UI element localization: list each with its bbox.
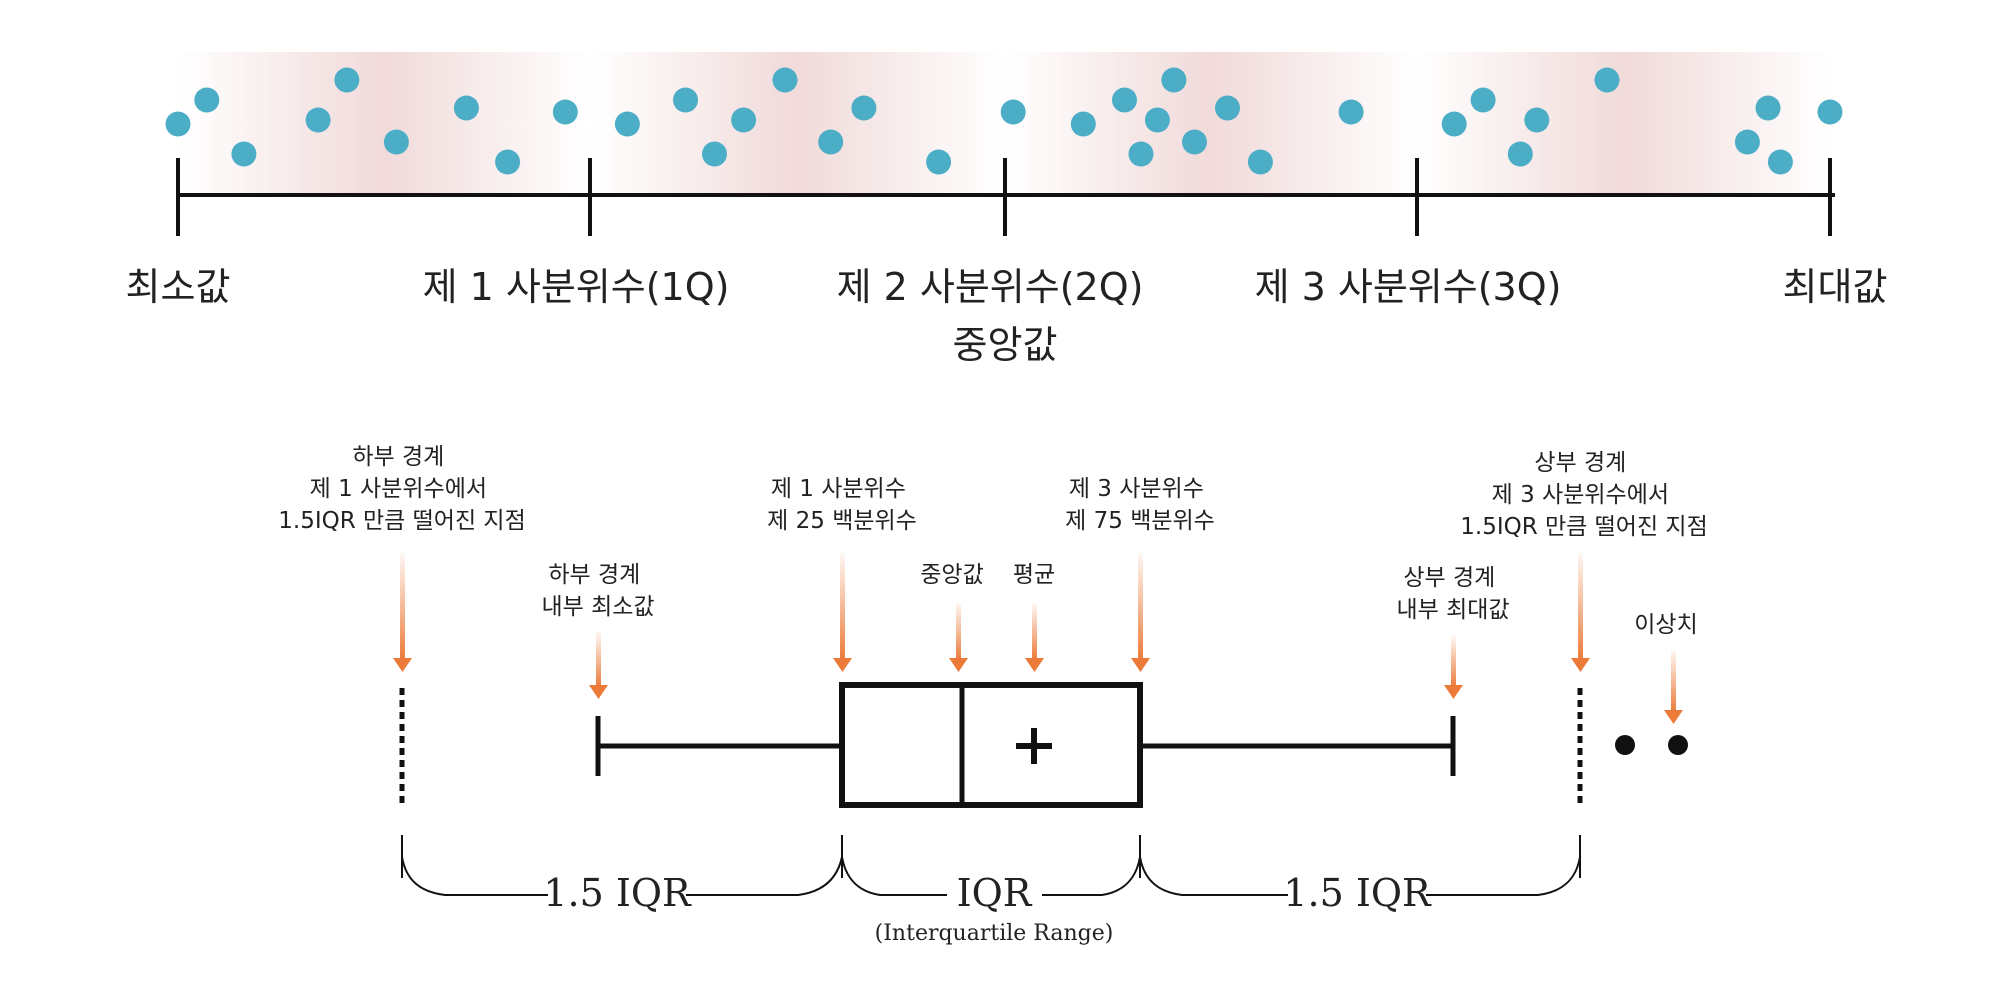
iqr-box	[839, 682, 1143, 808]
scatter-point	[1441, 111, 1467, 137]
label-max: 최대값	[1783, 265, 1888, 309]
scatter-point	[1000, 99, 1026, 125]
arrow-upper-fence	[1571, 553, 1590, 672]
arrow-upper-inner	[1444, 636, 1463, 699]
brace-left	[401, 856, 843, 896]
scatter-point	[1470, 87, 1496, 113]
brace-middle	[841, 856, 1141, 896]
quartile-axis	[176, 158, 1835, 236]
scatter-point	[1182, 129, 1207, 155]
arrow-median	[949, 603, 968, 672]
scatter-point	[1161, 67, 1187, 93]
outlier-point-1	[1615, 735, 1635, 755]
annotation-lower-inner: 하부 경계 내부 최소값	[541, 562, 654, 620]
scatter-point	[702, 141, 727, 167]
annotation-arrows	[393, 553, 1683, 724]
scatter-point	[731, 107, 757, 133]
scatter-point	[1594, 67, 1620, 93]
scatter-point	[1338, 99, 1364, 125]
annotation-upper-inner-line2: 내부 최대값	[1396, 597, 1509, 623]
annotation-upper-inner-line1: 상부 경계	[1403, 565, 1495, 591]
label-q2: 제 2 사분위수(2Q)	[837, 265, 1144, 309]
scatter-point	[1070, 111, 1096, 137]
annotation-q1-line1: 제 1 사분위수	[771, 476, 906, 502]
label-iqr-full: (Interquartile Range)	[875, 921, 1114, 946]
annotation-upper-inner: 상부 경계 내부 최대값	[1396, 565, 1509, 623]
annotation-upper-fence-line3: 1.5IQR 만큼 떨어진 지점	[1460, 514, 1708, 540]
brace-labels: 1.5 IQR IQR (Interquartile Range) 1.5 IQ…	[543, 871, 1432, 946]
label-q3: 제 3 사분위수(3Q)	[1255, 265, 1562, 309]
annotation-lower-inner-line1: 하부 경계	[548, 562, 640, 588]
scatter-point	[165, 111, 191, 137]
label-iqr: IQR	[957, 871, 1033, 915]
annotation-q3-line1: 제 3 사분위수	[1069, 476, 1204, 502]
boxplot	[399, 682, 1583, 808]
scatter-point	[818, 129, 844, 155]
scatter-point	[1755, 95, 1781, 121]
scatter-point	[673, 87, 698, 113]
arrow-lower-inner	[589, 632, 608, 699]
scatter-point	[1128, 141, 1154, 167]
annotation-lower-inner-line2: 내부 최소값	[541, 594, 654, 620]
label-left-1-5-iqr: 1.5 IQR	[543, 871, 692, 915]
quartile-band-1	[178, 52, 590, 195]
annotation-lower-fence-line3: 1.5IQR 만큼 떨어진 지점	[278, 508, 526, 534]
scatter-points	[165, 67, 1843, 175]
annotation-lower-fence: 하부 경계 제 1 사분위수에서 1.5IQR 만큼 떨어진 지점	[278, 444, 526, 534]
scatter-point	[1507, 141, 1533, 167]
quartile-band-4	[1417, 52, 1830, 195]
scatter-point	[552, 99, 578, 125]
label-median: 중앙값	[953, 323, 1058, 367]
arrow-outlier	[1664, 650, 1683, 724]
scatter-point	[772, 67, 798, 93]
annotation-mean: 평균	[1013, 562, 1055, 588]
scatter-point	[1734, 129, 1760, 155]
label-q1: 제 1 사분위수(1Q)	[423, 265, 730, 309]
arrow-q1	[833, 553, 852, 672]
annotation-outlier: 이상치	[1634, 612, 1697, 638]
annotation-upper-fence-line1: 상부 경계	[1534, 450, 1626, 476]
scatter-point	[1215, 95, 1240, 121]
annotation-q3-line2: 제 75 백분위수	[1065, 508, 1215, 534]
scatter-point	[926, 149, 952, 175]
annotation-median: 중앙값	[920, 562, 983, 588]
scatter-point	[1247, 149, 1273, 175]
annotation-lower-fence-line1: 하부 경계	[352, 444, 444, 470]
scatter-point	[1144, 107, 1170, 133]
scatter-point	[194, 87, 220, 113]
label-min: 최소값	[126, 265, 231, 309]
scatter-point	[334, 67, 360, 93]
range-braces	[401, 835, 1581, 896]
outlier-point-2	[1668, 735, 1688, 755]
scatter-point	[495, 149, 521, 175]
quartile-labels: 최소값 제 1 사분위수(1Q) 제 2 사분위수(2Q) 중앙값 제 3 사분…	[126, 265, 1888, 367]
annotation-upper-fence-line2: 제 3 사분위수에서	[1492, 482, 1669, 508]
scatter-point	[1817, 99, 1843, 125]
scatter-point	[851, 95, 877, 121]
scatter-point	[453, 95, 479, 121]
annotation-q1-line2: 제 25 백분위수	[767, 508, 917, 534]
annotation-upper-fence: 상부 경계 제 3 사분위수에서 1.5IQR 만큼 떨어진 지점	[1460, 450, 1708, 540]
annotation-q3: 제 3 사분위수 제 75 백분위수	[1065, 476, 1215, 534]
arrow-mean	[1025, 603, 1044, 672]
arrow-lower-fence	[393, 553, 412, 672]
scatter-point	[1524, 107, 1550, 133]
annotation-texts: 하부 경계 제 1 사분위수에서 1.5IQR 만큼 떨어진 지점 하부 경계 …	[278, 444, 1708, 638]
annotation-q1: 제 1 사분위수 제 25 백분위수	[767, 476, 917, 534]
annotation-lower-fence-line2: 제 1 사분위수에서	[310, 476, 487, 502]
scatter-point	[1767, 149, 1793, 175]
scatter-point	[305, 107, 331, 133]
scatter-point	[383, 129, 409, 155]
scatter-point	[231, 141, 257, 167]
brace-right	[1139, 856, 1581, 896]
scatter-point	[1112, 87, 1137, 113]
label-right-1-5-iqr: 1.5 IQR	[1283, 871, 1432, 915]
outlier-points	[1615, 735, 1688, 755]
mean-marker	[1016, 728, 1052, 764]
arrow-q3	[1131, 553, 1150, 672]
scatter-point	[614, 111, 640, 137]
